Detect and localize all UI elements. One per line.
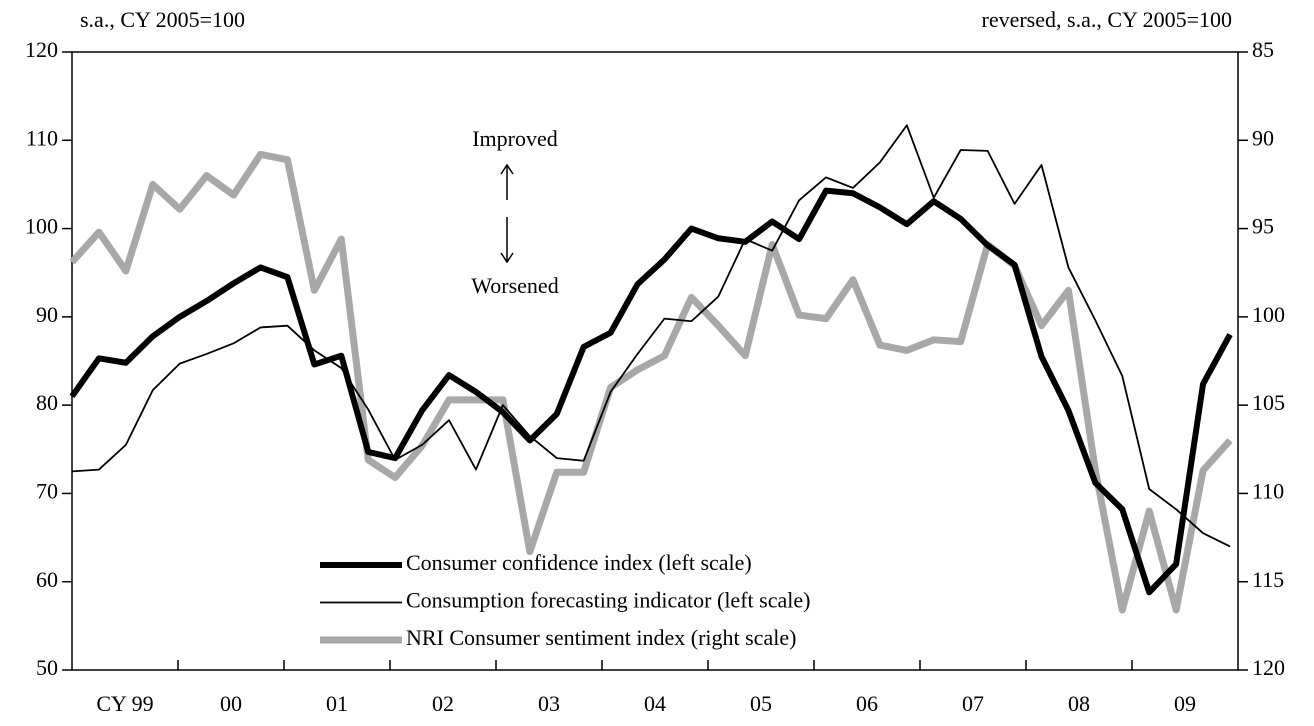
y2-tick-label: 105 [1252,390,1285,415]
x-tick-label: 08 [1068,691,1090,716]
x-tick-label: 04 [644,691,666,716]
y2-tick-label: 95 [1252,214,1274,239]
y2-tick-label: 115 [1252,567,1284,592]
y2-tick-label: 120 [1252,655,1285,680]
y2-axis-label: reversed, s.a., CY 2005=100 [982,7,1233,32]
y-tick-label: 50 [36,655,58,680]
x-tick-label: 06 [856,691,878,716]
y-tick-label: 120 [25,37,58,62]
y2-tick-label: 90 [1252,125,1274,150]
y-tick-label: 80 [36,390,58,415]
plot-frame [71,51,1239,671]
y-axis-label: s.a., CY 2005=100 [80,7,245,32]
annotation: Improved [472,126,558,151]
x-tick-label: 02 [432,691,454,716]
legend-label: Consumer confidence index (left scale) [406,550,752,575]
arrows [500,163,514,264]
y2-tick-label: 100 [1252,302,1285,327]
line [69,150,1233,614]
x-tick-label: 00 [220,691,242,716]
y-tick-label: 60 [36,567,58,592]
legend-label: Consumption forecasting indicator (left … [406,588,810,613]
line [69,187,1233,596]
x-tick-label: 07 [962,691,984,716]
y-tick-label: 70 [36,478,58,503]
y2-tick-label: 110 [1252,478,1284,503]
x-tick-label: 09 [1174,691,1196,716]
x-tick-label: CY 99 [96,691,153,716]
annotation: Worsened [471,273,558,298]
y-tick-label: 100 [25,214,58,239]
y-tick-label: 110 [26,125,58,150]
y-tick-label: 90 [36,302,58,327]
x-tick-label: 05 [750,691,772,716]
legend-label: NRI Consumer sentiment index (right scal… [406,625,796,650]
y2-tick-label: 85 [1252,37,1274,62]
line [71,124,1231,548]
x-tick-label: 01 [326,691,348,716]
x-tick-label: 03 [538,691,560,716]
